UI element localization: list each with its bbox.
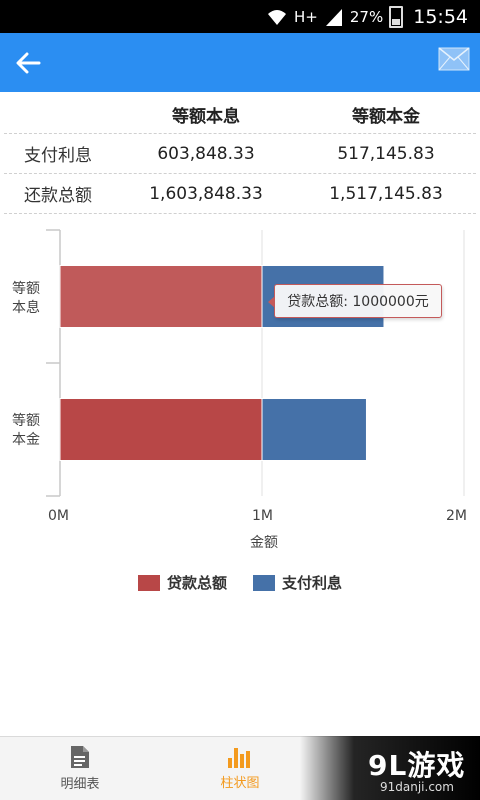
chart-legend: 贷款总额 支付利息	[0, 572, 480, 593]
row-label: 还款总额	[24, 186, 92, 206]
legend-item-interest[interactable]: 支付利息	[253, 572, 342, 593]
watermark-logo: 9L游戏	[368, 749, 466, 782]
bar-interest	[261, 398, 367, 461]
bar-chart: 等额 本息 等额 本金 0M 1M 2M 金额 贷款总额: 1000000元 贷款总…	[0, 222, 480, 612]
row-label: 支付利息	[24, 146, 92, 166]
legend-swatch	[137, 574, 160, 591]
table-header-cell: 等额本息	[172, 107, 240, 127]
table-header: 等额本息 等额本金	[4, 96, 476, 134]
tab-label: 柱状图	[220, 776, 260, 791]
y-tick-label: 等额 本息	[12, 281, 40, 316]
chart-plot	[46, 229, 465, 497]
tab-label: 明细表	[60, 777, 100, 792]
x-tick-label: 2M	[446, 508, 467, 524]
legend-swatch	[253, 574, 275, 591]
table-header-cell: 等额本金	[352, 107, 420, 127]
network-type: H+	[294, 7, 318, 26]
signal-icon	[325, 8, 342, 26]
x-tick-label: 0M	[48, 508, 69, 524]
watermark-url: 91danji.com	[380, 780, 454, 794]
bar-chart-icon	[228, 748, 250, 768]
app-bar	[0, 33, 480, 92]
envelope-icon	[438, 47, 470, 71]
x-tick-label: 1M	[252, 508, 273, 524]
tab-detail-table[interactable]: 明细表	[0, 737, 160, 800]
chart-tooltip: 贷款总额: 1000000元	[268, 284, 442, 318]
mail-button[interactable]	[438, 47, 470, 71]
table-cell: 517,145.83	[337, 143, 435, 164]
bar-loan	[59, 398, 263, 461]
watermark: 9L游戏 91danji.com	[300, 736, 480, 800]
back-button[interactable]	[6, 41, 50, 85]
y-tick-label: 等额 本金	[12, 413, 40, 448]
legend-label: 贷款总额	[166, 574, 227, 592]
legend-label: 支付利息	[282, 574, 343, 592]
x-axis-label: 金额	[250, 535, 278, 551]
table-row: 支付利息 603,848.33 517,145.83	[4, 134, 476, 174]
clock: 15:54	[413, 5, 468, 28]
status-bar: H+ 27% 15:54	[0, 0, 480, 33]
table-cell: 603,848.33	[157, 143, 255, 164]
battery-icon	[389, 5, 404, 28]
document-icon	[71, 746, 89, 768]
comparison-table: 等额本息 等额本金 支付利息 603,848.33 517,145.83 还款总…	[4, 96, 476, 214]
wifi-icon	[268, 9, 287, 25]
legend-item-loan[interactable]: 贷款总额	[137, 572, 227, 593]
table-row: 还款总额 1,603,848.33 1,517,145.83	[4, 174, 476, 214]
table-cell: 1,603,848.33	[149, 183, 263, 204]
battery-level: 27%	[349, 7, 384, 26]
table-cell: 1,517,145.83	[329, 183, 443, 204]
arrow-left-icon	[16, 52, 41, 74]
bar-loan	[59, 265, 263, 328]
tab-bar-chart[interactable]: 柱状图	[160, 737, 320, 800]
